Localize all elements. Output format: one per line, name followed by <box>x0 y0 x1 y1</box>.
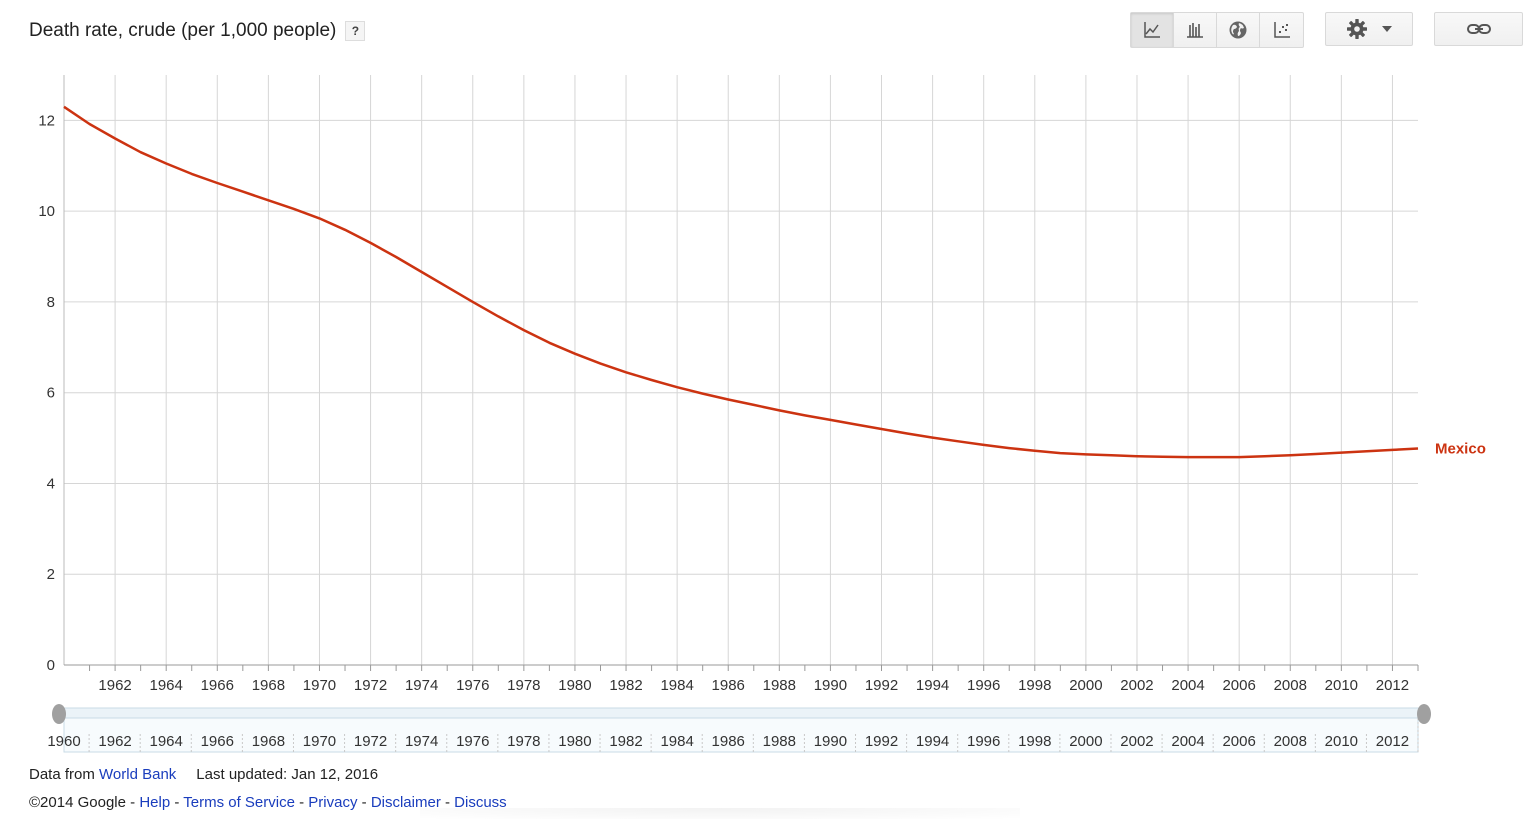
link-icon <box>1466 24 1491 34</box>
x-tick-label: 1986 <box>712 677 745 694</box>
slider-tick-label: 1982 <box>609 733 642 750</box>
line-chart-icon <box>1144 22 1160 38</box>
series-label: Mexico <box>1435 441 1486 458</box>
x-tick-label: 1988 <box>763 677 796 694</box>
slider-tick-label: 1974 <box>405 733 438 750</box>
help-link[interactable]: Help <box>139 794 171 811</box>
slider-tick-label: 2004 <box>1171 733 1204 750</box>
x-tick-label: 1970 <box>303 677 336 694</box>
page-title: Death rate, crude (per 1,000 people) ? <box>29 20 366 42</box>
x-tick-label: 2000 <box>1069 677 1102 694</box>
slider-tick-label: 1962 <box>98 733 131 750</box>
bar-chart-icon <box>1187 23 1203 38</box>
x-tick-label: 2008 <box>1274 677 1307 694</box>
slider-tick-label: 1988 <box>763 733 796 750</box>
privacy-link[interactable]: Privacy <box>308 794 358 811</box>
slider-tick-label: 1972 <box>354 733 387 750</box>
disclaimer-link[interactable]: Disclaimer <box>370 794 441 811</box>
x-tick-label: 2010 <box>1325 677 1358 694</box>
range-slider-bar[interactable] <box>61 707 1421 719</box>
x-tick-label: 1972 <box>354 677 387 694</box>
help-button[interactable]: ? <box>345 21 366 41</box>
range-handle-right[interactable] <box>1417 704 1431 724</box>
x-tick-label: 1978 <box>507 677 540 694</box>
data-from-label: Data from <box>29 766 100 783</box>
y-tick-label: 4 <box>47 475 55 492</box>
chart-title: Death rate, crude (per 1,000 people) <box>29 20 337 41</box>
x-tick-label: 1994 <box>916 677 949 694</box>
scatter-icon <box>1273 22 1290 38</box>
y-tick-label: 6 <box>47 385 55 402</box>
scatter-chart-button[interactable] <box>1260 13 1303 47</box>
x-tick-label: 2006 <box>1222 677 1255 694</box>
x-tick-label: 1980 <box>558 677 591 694</box>
x-tick-label: 1962 <box>98 677 131 694</box>
x-tick-label: 1996 <box>967 677 1000 694</box>
slider-tick-label: 2000 <box>1069 733 1102 750</box>
copyright: ©2014 Google <box>29 794 126 811</box>
slider-tick-label: 1992 <box>865 733 898 750</box>
slider-tick-label: 2010 <box>1325 733 1358 750</box>
globe-icon <box>1229 21 1247 39</box>
slider-tick-label: 1980 <box>558 733 591 750</box>
slider-tick-label: 1976 <box>456 733 489 750</box>
x-tick-label: 1982 <box>609 677 642 694</box>
slider-tick-label: 1986 <box>712 733 745 750</box>
bar-chart-button[interactable] <box>1174 13 1217 47</box>
line-chart-button[interactable] <box>1131 13 1174 47</box>
slider-tick-label: 2006 <box>1222 733 1255 750</box>
data-source-line: Data from World Bank Last updated: Jan 12… <box>29 766 378 783</box>
slider-tick-label: 1966 <box>201 733 234 750</box>
slider-tick-label: 1978 <box>507 733 540 750</box>
x-tick-label: 1998 <box>1018 677 1051 694</box>
x-tick-label: 1966 <box>201 677 234 694</box>
x-tick-label: 1968 <box>252 677 285 694</box>
line-chart: 0 2 4 6 8 10 12 1962 1964 1966 1968 1970 1972 1974 197… <box>38 75 1486 753</box>
y-tick-label: 8 <box>47 294 55 311</box>
chevron-down-icon <box>1382 26 1392 32</box>
slider-tick-label: 1960 <box>47 733 80 750</box>
world-bank-link[interactable]: World Bank <box>99 766 177 783</box>
x-tick-label: 1984 <box>660 677 693 694</box>
slider-tick-label: 1990 <box>814 733 847 750</box>
slider-tick-label: 1994 <box>916 733 949 750</box>
footer-links: ©2014 Google - Help - Terms of Service -… <box>29 794 507 811</box>
slider-tick-label: 1998 <box>1018 733 1051 750</box>
settings-button[interactable] <box>1325 12 1413 46</box>
y-tick-label: 12 <box>38 112 55 129</box>
gear-icon <box>1347 19 1367 39</box>
chart-type-toolbar <box>1130 12 1304 48</box>
range-handle-left[interactable] <box>52 704 66 724</box>
y-tick-label: 10 <box>38 203 55 220</box>
x-tick-label: 2002 <box>1120 677 1153 694</box>
x-tick-label: 1964 <box>150 677 183 694</box>
slider-tick-label: 2012 <box>1376 733 1409 750</box>
map-chart-button[interactable] <box>1217 13 1260 47</box>
x-tick-label: 1992 <box>865 677 898 694</box>
y-tick-label: 0 <box>47 657 55 674</box>
terms-link[interactable]: Terms of Service <box>183 794 295 811</box>
x-tick-label: 2004 <box>1171 677 1204 694</box>
x-tick-label: 2012 <box>1376 677 1409 694</box>
x-tick-label: 1990 <box>814 677 847 694</box>
slider-tick-label: 2008 <box>1274 733 1307 750</box>
discuss-link[interactable]: Discuss <box>454 794 507 811</box>
slider-tick-label: 2002 <box>1120 733 1153 750</box>
footer-shadow <box>420 808 1020 819</box>
y-tick-label: 2 <box>47 566 55 583</box>
link-button[interactable] <box>1434 12 1523 46</box>
last-updated: Last updated: Jan 12, 2016 <box>196 766 379 783</box>
x-tick-label: 1974 <box>405 677 438 694</box>
slider-tick-label: 1970 <box>303 733 336 750</box>
slider-tick-label: 1964 <box>150 733 183 750</box>
series-line-mexico <box>63 105 1419 459</box>
slider-tick-label: 1968 <box>252 733 285 750</box>
slider-tick-label: 1984 <box>660 733 693 750</box>
slider-tick-label: 1996 <box>967 733 1000 750</box>
x-tick-label: 1976 <box>456 677 489 694</box>
